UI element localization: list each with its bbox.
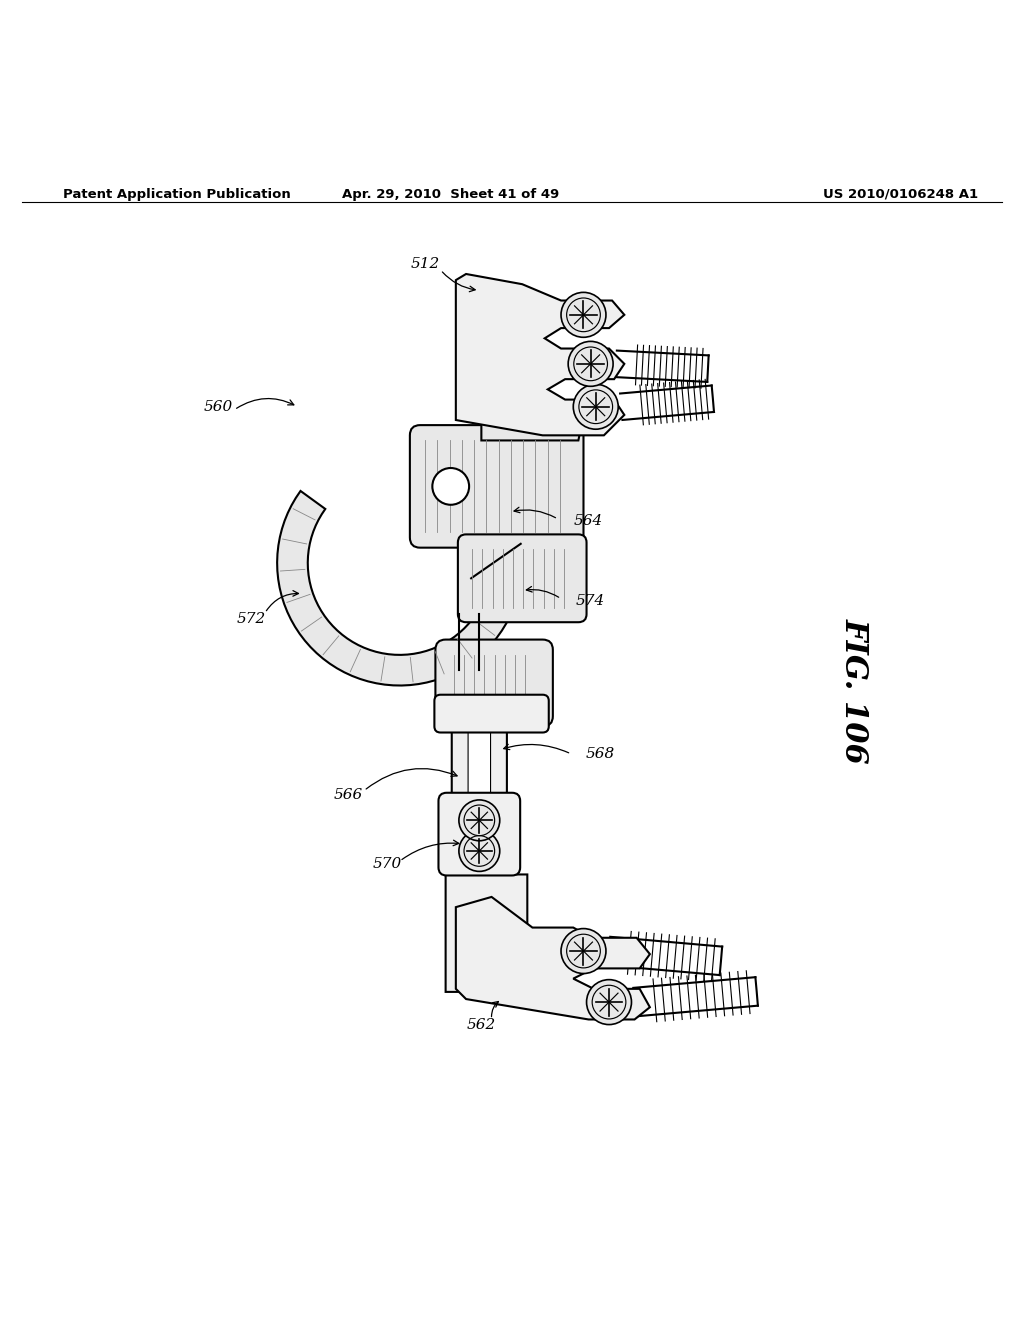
Text: 568: 568 <box>586 747 614 760</box>
Text: FIG. 106: FIG. 106 <box>839 618 869 763</box>
FancyBboxPatch shape <box>452 665 507 879</box>
Text: 570: 570 <box>373 857 402 871</box>
Text: 564: 564 <box>573 513 602 528</box>
Circle shape <box>561 928 606 974</box>
Circle shape <box>432 469 469 504</box>
Polygon shape <box>456 275 625 436</box>
Text: 512: 512 <box>411 257 440 271</box>
Circle shape <box>459 830 500 871</box>
FancyBboxPatch shape <box>438 793 520 875</box>
Circle shape <box>561 292 606 338</box>
Circle shape <box>587 979 632 1024</box>
Text: 560: 560 <box>203 400 232 413</box>
Polygon shape <box>445 874 527 991</box>
Text: Apr. 29, 2010  Sheet 41 of 49: Apr. 29, 2010 Sheet 41 of 49 <box>342 187 559 201</box>
Circle shape <box>568 342 613 387</box>
Circle shape <box>573 384 618 429</box>
FancyBboxPatch shape <box>458 535 587 622</box>
Circle shape <box>459 800 500 841</box>
Text: 572: 572 <box>237 612 266 626</box>
FancyBboxPatch shape <box>435 640 553 726</box>
Polygon shape <box>278 491 522 685</box>
Text: 562: 562 <box>467 1018 496 1031</box>
FancyBboxPatch shape <box>468 718 490 847</box>
FancyBboxPatch shape <box>410 425 584 548</box>
Text: 574: 574 <box>575 594 604 607</box>
Polygon shape <box>481 405 586 441</box>
Text: US 2010/0106248 A1: US 2010/0106248 A1 <box>822 187 978 201</box>
Polygon shape <box>456 896 650 1019</box>
Text: 566: 566 <box>334 788 364 801</box>
Text: Patent Application Publication: Patent Application Publication <box>62 187 291 201</box>
FancyBboxPatch shape <box>434 694 549 733</box>
